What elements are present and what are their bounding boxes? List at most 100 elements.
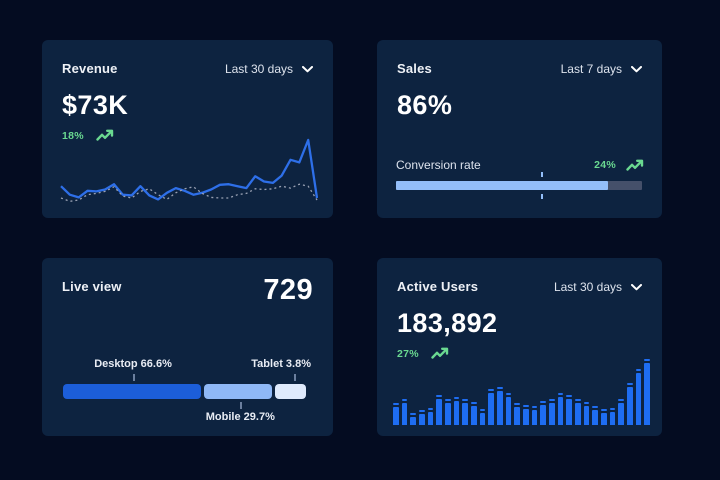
active-users-bar-chart [393,355,651,425]
user-bar-cap [436,395,443,398]
user-bar-cap [575,398,581,401]
user-bar-body [575,402,581,425]
user-bar-cap [609,407,616,410]
user-bar-body [583,405,590,425]
segment-mobile [204,384,272,399]
user-bar-body [618,402,625,425]
conversion-progress-fill [396,181,608,190]
user-bar-body [644,363,651,425]
user-bar [427,407,434,425]
user-bar-body [592,409,599,425]
user-bar-body [427,411,434,425]
user-bar [462,398,469,425]
chevron-down-icon [631,283,642,290]
revenue-range-dropdown[interactable]: Last 30 days [225,62,313,76]
user-bar [505,392,512,425]
user-bar-body [635,372,642,425]
revenue-value: $73K [62,90,129,120]
user-bar [419,410,425,425]
conversion-rate-label: Conversion rate [396,158,481,172]
user-bar-cap [427,407,434,410]
user-bar-body [488,392,495,425]
user-bar-cap [471,401,477,404]
sales-value: 86% [397,90,453,120]
user-bar [566,394,573,425]
revenue-card-header: Revenue Last 30 days [62,62,313,76]
user-bar-body [453,400,460,425]
segment-desktop [63,384,202,399]
user-bar-body [401,402,408,425]
user-bar-body [540,404,547,425]
trending-up-icon [96,129,114,141]
user-bar-body [410,417,417,425]
user-bar-cap [445,398,451,401]
user-bar-cap [514,402,521,405]
user-bar-body [514,406,521,425]
user-bar-body [479,412,486,425]
active-users-card: Active Users Last 30 days 183,892 27% [377,258,662,436]
user-bar-body [601,412,607,425]
trending-up-icon [626,159,644,171]
user-bar-body [393,406,399,425]
user-bar-body [566,398,573,425]
user-bar [575,398,581,425]
live-view-card: Live view 729 Desktop 66.6% Mobile 29.7% T… [42,258,333,436]
user-bar [601,408,607,425]
revenue-series-current [60,138,318,201]
user-bar [531,405,538,425]
trending-up-icon [431,347,449,359]
active-users-range-label: Last 30 days [553,280,622,294]
active-users-value: 183,892 [397,308,498,338]
user-bar-cap [549,398,555,401]
sales-card: Sales Last 7 days 86% Conversion rate 24… [377,40,662,218]
user-bar [488,388,495,425]
label-connector-tick [133,374,136,381]
sales-range-dropdown[interactable]: Last 7 days [561,62,642,76]
user-bar [479,408,486,425]
user-bar-cap [557,393,564,396]
user-bar-cap [601,408,607,411]
user-bar-body [497,391,503,425]
user-bar-body [531,409,538,425]
user-bar [410,413,417,425]
user-bar-cap [497,387,503,390]
device-label-desktop: Desktop 66.6% [94,358,172,370]
user-bar-cap [462,398,469,401]
revenue-delta: 18% [62,129,84,142]
live-view-title: Live view [62,279,122,294]
user-bar [514,402,521,425]
sales-card-header: Sales Last 7 days [397,62,642,76]
sales-card-title: Sales [397,61,432,76]
user-bar [549,398,555,425]
user-bar-body [462,402,469,425]
user-bar [609,407,616,425]
user-bar-cap [592,405,599,408]
device-stacked-bar [63,384,311,399]
device-breakdown-chart: Desktop 66.6% Mobile 29.7% Tablet 3.8% [63,358,311,430]
label-connector-tick [240,402,243,409]
user-bar-cap [453,396,460,399]
progress-marker-tick [541,194,544,199]
revenue-line-chart [60,138,318,202]
user-bar-body [609,411,616,425]
active-users-card-title: Active Users [397,279,479,294]
conversion-progress-bar [396,172,642,199]
device-label-mobile: Mobile 29.7% [205,411,275,423]
conversion-rate-row: Conversion rate 24% [396,158,644,172]
user-bar [445,398,451,425]
user-bar-cap [566,394,573,397]
user-bar-cap [523,404,529,407]
user-bar-cap [627,383,633,386]
segment-tablet [274,384,307,399]
revenue-card-title: Revenue [62,61,118,76]
user-bar-cap [540,400,547,403]
user-bar-body [419,414,425,425]
user-bar-body [523,408,529,425]
user-bar-body [549,402,555,425]
user-bar [557,393,564,425]
active-users-delta: 27% [397,347,419,360]
active-users-range-dropdown[interactable]: Last 30 days [554,280,642,294]
user-bar-cap [488,388,495,391]
user-bar-cap [419,410,425,413]
user-bar-body [505,396,512,425]
